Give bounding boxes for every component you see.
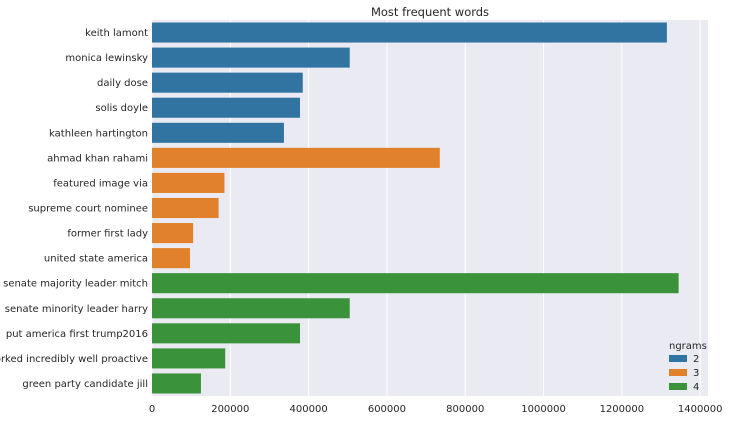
bar: [152, 122, 284, 143]
chart-title: Most frequent words: [371, 5, 489, 19]
legend-label: 4: [693, 382, 699, 393]
bar: [152, 172, 225, 193]
x-tick-label: 1000000: [521, 404, 566, 415]
x-tick-label: 800000: [446, 404, 484, 415]
category-labels: keith lamont monica lewinsky daily dose sol…: [0, 28, 148, 390]
x-tick-label: 1200000: [600, 404, 645, 415]
bar: [152, 47, 350, 68]
bar: [152, 298, 350, 319]
bar: [152, 22, 667, 43]
bar: [152, 197, 219, 219]
category-label: senate minority leader harry: [5, 304, 148, 315]
category-label: senate majority leader mitch: [3, 279, 148, 290]
x-tick-labels: 0 200000 400000 600000 800000 1000000 1200000 1…: [149, 404, 723, 415]
bar: [152, 97, 301, 118]
bar: [152, 72, 303, 93]
x-tick-label: 1400000: [678, 404, 723, 415]
bar: [152, 373, 201, 394]
x-tick-label: 400000: [290, 404, 328, 415]
category-label: ahmad khan rahami: [47, 153, 148, 164]
category-label: featured image via: [53, 178, 148, 189]
category-label: monica lewinsky: [65, 53, 148, 64]
category-label: former first lady: [67, 229, 148, 240]
category-label: keith lamont: [85, 28, 148, 39]
legend-swatch: [669, 369, 687, 376]
legend-swatch: [669, 383, 687, 390]
legend: ngrams 2 3 4: [669, 341, 707, 393]
bar: [152, 248, 190, 269]
category-label: kathleen hartington: [49, 128, 148, 139]
category-label: solis doyle: [95, 103, 148, 114]
bar: [152, 273, 679, 294]
x-tick-label: 200000: [211, 404, 249, 415]
x-tick-label: 0: [149, 404, 155, 415]
legend-swatch: [669, 355, 687, 362]
bar: [152, 323, 301, 344]
bar: [152, 147, 440, 168]
category-label: daily dose: [97, 78, 148, 89]
legend-label: 2: [693, 354, 699, 365]
category-label: worked incredibly well proactive: [0, 354, 148, 365]
bar: [152, 348, 226, 369]
legend-title: ngrams: [669, 341, 707, 352]
category-label: supreme court nominee: [28, 204, 148, 215]
x-tick-label: 600000: [368, 404, 406, 415]
category-label: put america first trump2016: [6, 329, 148, 340]
legend-label: 3: [693, 368, 699, 379]
bars: [152, 22, 679, 394]
category-label: green party candidate jill: [22, 379, 148, 390]
bar: [152, 223, 194, 244]
category-label: united state america: [44, 254, 148, 265]
